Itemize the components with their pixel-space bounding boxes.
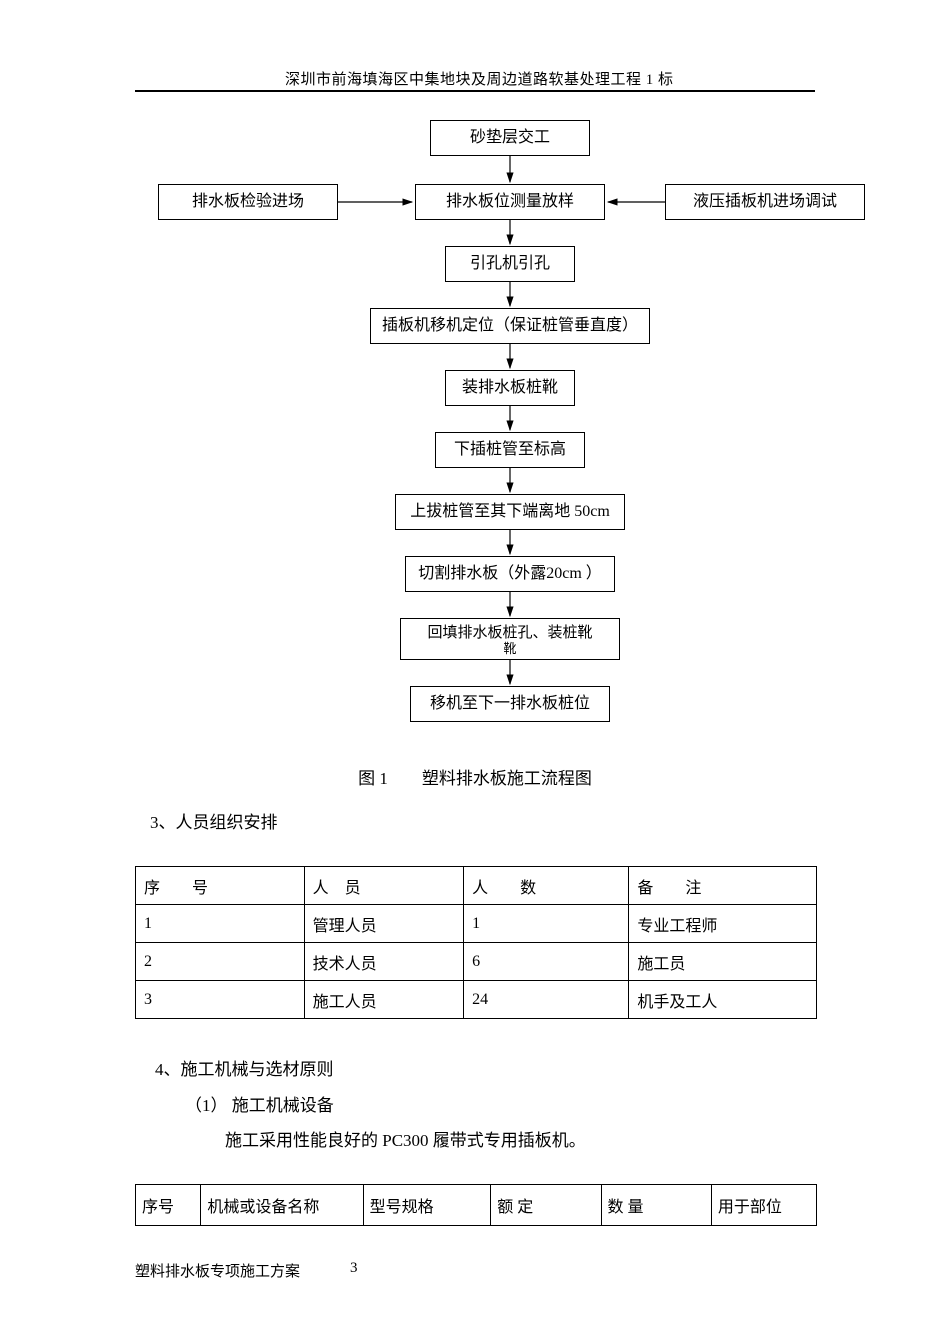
cell: 1 bbox=[136, 905, 305, 943]
flow-node-s8: 移机至下一排水板桩位 bbox=[410, 686, 610, 722]
th-qty: 数 量 bbox=[601, 1185, 711, 1226]
th-person: 人 员 bbox=[304, 867, 464, 905]
table-row: 3 施工人员 24 机手及工人 bbox=[136, 981, 817, 1019]
section4-title: 4、施工机械与选材原则 bbox=[155, 1052, 586, 1088]
cell: 2 bbox=[136, 943, 305, 981]
section4-body: 施工采用性能良好的 PC300 履带式专用插板机。 bbox=[155, 1123, 586, 1159]
section4-sub: （1） 施工机械设备 bbox=[155, 1088, 586, 1124]
equipment-table: 序号 机械或设备名称 型号规格 额 定 数 量 用于部位 bbox=[135, 1184, 817, 1226]
cell: 1 bbox=[464, 905, 629, 943]
flow-node-top: 砂垫层交工 bbox=[430, 120, 590, 156]
cell: 施工员 bbox=[629, 943, 817, 981]
page-number: 3 bbox=[350, 1260, 358, 1277]
cell: 机手及工人 bbox=[629, 981, 817, 1019]
flow-node-right: 液压插板机进场调试 bbox=[665, 184, 865, 220]
th-rated: 额 定 bbox=[491, 1185, 601, 1226]
flow-node-s2: 插板机移机定位（保证桩管垂直度） bbox=[370, 308, 650, 344]
section4-block: 4、施工机械与选材原则 （1） 施工机械设备 施工采用性能良好的 PC300 履… bbox=[155, 1052, 586, 1159]
cell: 6 bbox=[464, 943, 629, 981]
th-use: 用于部位 bbox=[711, 1185, 816, 1226]
th-seq: 序 号 bbox=[136, 867, 305, 905]
table-header-row: 序 号 人 员 人 数 备 注 bbox=[136, 867, 817, 905]
cell: 技术人员 bbox=[304, 943, 464, 981]
flow-node-s1: 引孔机引孔 bbox=[445, 246, 575, 282]
table-row: 2 技术人员 6 施工员 bbox=[136, 943, 817, 981]
flow-node-s3: 装排水板桩靴 bbox=[445, 370, 575, 406]
flow-node-mid: 排水板位测量放样 bbox=[415, 184, 605, 220]
th-equip: 机械或设备名称 bbox=[201, 1185, 363, 1226]
th-note: 备 注 bbox=[629, 867, 817, 905]
header-rule bbox=[135, 90, 815, 92]
figure-caption: 图 1 塑料排水板施工流程图 bbox=[0, 764, 950, 789]
flow-node-s5: 上拔桩管至其下端离地 50cm bbox=[395, 494, 625, 530]
page-header: 深圳市前海填海区中集地块及周边道路软基处理工程 1 标 bbox=[285, 68, 674, 89]
cell: 3 bbox=[136, 981, 305, 1019]
flow-node-s6: 切割排水板（外露20cm ） bbox=[405, 556, 615, 592]
personnel-table: 序 号 人 员 人 数 备 注 1 管理人员 1 专业工程师 2 技术人员 6 … bbox=[135, 866, 817, 1019]
flow-node-s7-line2: 靴 bbox=[503, 644, 516, 654]
footer-title: 塑料排水板专项施工方案 bbox=[135, 1260, 300, 1281]
table-row: 1 管理人员 1 专业工程师 bbox=[136, 905, 817, 943]
flow-node-s4: 下插桩管至标高 bbox=[435, 432, 585, 468]
th-count: 人 数 bbox=[464, 867, 629, 905]
cell: 专业工程师 bbox=[629, 905, 817, 943]
cell: 24 bbox=[464, 981, 629, 1019]
flow-node-left: 排水板检验进场 bbox=[158, 184, 338, 220]
section3-title: 3、人员组织安排 bbox=[150, 808, 278, 833]
table-header-row: 序号 机械或设备名称 型号规格 额 定 数 量 用于部位 bbox=[136, 1185, 817, 1226]
flow-node-s7: 回填排水板桩孔、装桩靴 靴 bbox=[400, 618, 620, 660]
cell: 管理人员 bbox=[304, 905, 464, 943]
th-spec: 型号规格 bbox=[363, 1185, 491, 1226]
cell: 施工人员 bbox=[304, 981, 464, 1019]
th-seq2: 序号 bbox=[136, 1185, 201, 1226]
